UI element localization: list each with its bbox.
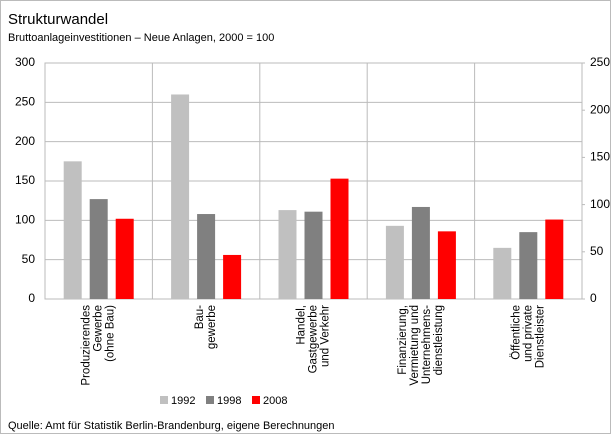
bar	[437, 231, 456, 299]
y-tick-label: 200	[15, 134, 35, 148]
bar	[63, 161, 82, 299]
x-tick-label: Handel,	[296, 305, 308, 345]
bar	[493, 247, 512, 299]
bar	[304, 211, 323, 299]
x-tick-label: gewerbe	[206, 305, 218, 349]
chart-subtitle: Bruttoanlageinvestitionen – Neue Anlagen…	[8, 32, 274, 44]
y2-tick-label: 100	[590, 197, 610, 211]
bar	[115, 218, 134, 299]
x-tick-label: Bau-	[194, 305, 206, 329]
x-tick-label: und Verkehr	[320, 305, 332, 367]
x-tick-label: Unternehmens-	[421, 305, 433, 384]
bar	[385, 225, 404, 299]
y2-tick-label: 50	[590, 244, 604, 258]
x-tick-label: und private	[522, 305, 534, 362]
bar	[223, 254, 242, 299]
legend-swatch	[206, 396, 214, 404]
bar	[197, 214, 216, 299]
x-tick-label: Dienstleister	[534, 305, 546, 368]
legend-label: 1992	[171, 395, 195, 407]
y-tick-label: 0	[28, 291, 35, 305]
x-tick-label: Finanzierung,	[397, 305, 409, 375]
legend-label: 2008	[263, 395, 287, 407]
y-tick-label: 100	[15, 213, 35, 227]
chart-title: Strukturwandel	[8, 11, 108, 28]
x-tick-label: Vermietung und	[409, 305, 421, 386]
y-tick-label: 150	[15, 173, 35, 187]
legend-swatch	[252, 396, 260, 404]
y2-tick-label: 150	[590, 150, 610, 164]
x-tick-label: Öffentliche	[510, 305, 522, 360]
bar	[171, 94, 190, 299]
x-tick-label: (ohne Bau)	[105, 305, 117, 362]
legend-label: 1998	[217, 395, 241, 407]
bar	[545, 219, 564, 299]
bar	[278, 210, 297, 299]
y2-tick-label: 200	[590, 102, 610, 116]
bar	[330, 178, 349, 299]
x-tick-label: Produzierendes	[81, 305, 93, 386]
legend-swatch	[160, 396, 168, 404]
source-note: Quelle: Amt für Statistik Berlin-Branden…	[8, 420, 335, 432]
x-tick-label: Gastgewerbe	[308, 305, 320, 373]
y-tick-label: 300	[15, 55, 35, 69]
y2-tick-label: 0	[590, 291, 597, 305]
y-tick-label: 250	[15, 95, 35, 109]
bar	[519, 232, 538, 299]
x-tick-label: dienstleistung	[433, 305, 445, 375]
x-tick-label: Gewerbe	[93, 305, 105, 352]
bar	[411, 206, 430, 299]
y-tick-label: 50	[22, 252, 36, 266]
bar	[89, 199, 108, 299]
y2-tick-label: 250	[590, 55, 610, 69]
